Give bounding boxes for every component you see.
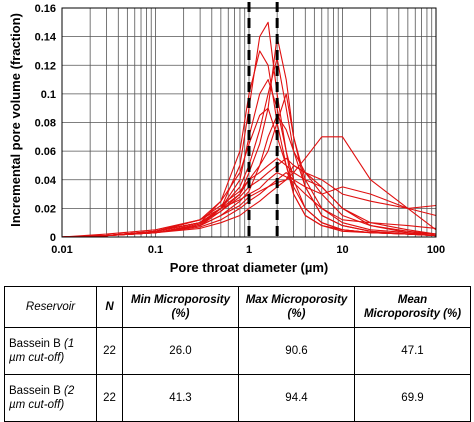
series-line [61, 114, 437, 238]
y-tick-label: 0.14 [35, 32, 57, 44]
header-max-microporosity: Max Microporosity (%) [238, 286, 355, 328]
series-line [61, 172, 437, 238]
x-tick-label: 1 [246, 244, 252, 256]
y-tick-label: 0.1 [41, 89, 56, 101]
reservoir-cutoff: (1 µm cut-off) [9, 338, 75, 364]
cell-max: 90.6 [238, 327, 355, 375]
table-header-row: Reservoir N Min Microporosity (%) Max Mi… [4, 286, 471, 328]
x-tick-label: 0.01 [51, 244, 72, 256]
table-row: Bassein B (1 µm cut-off) 22 26.0 90.6 47… [4, 327, 471, 375]
cutoff-lines [247, 2, 279, 237]
plot-frame [61, 7, 437, 238]
series-line [61, 157, 437, 238]
chart-axes [61, 7, 437, 238]
cell-n: 22 [96, 374, 123, 422]
y-tick-label: 0.12 [35, 60, 56, 72]
y-tick-label: 0.16 [35, 3, 56, 15]
y-tick-label: 0.08 [35, 118, 56, 130]
header-min-microporosity: Min Microporosity (%) [122, 286, 239, 328]
x-tick-label: 0.1 [148, 244, 163, 256]
cell-min: 41.3 [122, 374, 239, 422]
reservoir-name: Bassein B [9, 338, 64, 350]
reservoir-cutoff: (2 µm cut-off) [9, 385, 75, 411]
reservoir-name: Bassein B [9, 385, 64, 397]
table-row: Bassein B (2 µm cut-off) 22 41.3 94.4 69… [4, 374, 471, 422]
tick-labels: 0.01 0.1 1 10 100 0 0.02 0.04 0.06 0.08 0.1 0.12 0.1… [35, 3, 446, 256]
series-line [61, 172, 437, 238]
cell-n: 22 [96, 327, 123, 375]
header-n: N [96, 286, 123, 328]
header-reservoir: Reservoir [4, 286, 97, 328]
pore-volume-chart: 0.01 0.1 1 10 100 0 0.02 0.04 0.06 0.08 0.1 0.12 0.1… [8, 2, 446, 275]
y-tick-label: 0 [50, 232, 56, 244]
x-tick-label: 10 [336, 244, 348, 256]
cell-reservoir: Bassein B (2 µm cut-off) [4, 374, 97, 422]
chart-series [61, 21, 437, 238]
y-tick-label: 0.04 [35, 175, 57, 187]
cell-reservoir: Bassein B (1 µm cut-off) [4, 327, 97, 375]
x-tick-label: 100 [427, 244, 445, 256]
microporosity-table: Reservoir N Min Microporosity (%) Max Mi… [4, 286, 471, 422]
cell-mean: 47.1 [354, 327, 471, 375]
cell-max: 94.4 [238, 374, 355, 422]
chart-grid [62, 7, 436, 238]
series-line [61, 164, 437, 238]
y-tick-label: 0.02 [35, 203, 56, 215]
cell-mean: 69.9 [354, 374, 471, 422]
y-tick-label: 0.06 [35, 146, 56, 158]
cell-min: 26.0 [122, 327, 239, 375]
x-axis-label: Pore throat diameter (µm) [170, 260, 328, 275]
y-axis-label: Incremental pore volume (fraction) [8, 13, 23, 227]
header-mean-microporosity: Mean Microporosity (%) [354, 286, 471, 328]
